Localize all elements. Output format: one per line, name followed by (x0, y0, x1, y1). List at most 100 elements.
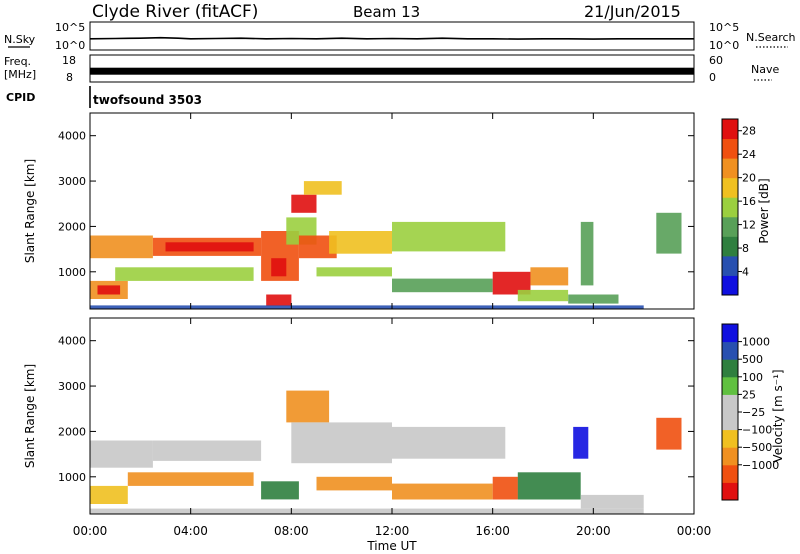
colorbar-tick-label: 24 (742, 148, 756, 161)
velocity-y-ticks: 1000 2000 3000 4000 (58, 335, 694, 484)
nsky-tick-high: 10^5 (55, 21, 85, 34)
scatter-region (517, 289, 569, 302)
colorbar-tick-label: 28 (742, 125, 756, 138)
scatter-region (316, 476, 392, 491)
colorbar-swatch (722, 412, 738, 431)
colorbar-tick-label: 20 (742, 172, 756, 185)
scatter-region (286, 390, 330, 423)
colorbar-swatch (722, 216, 738, 237)
colorbar-swatch (722, 177, 738, 198)
y-tick-label: 2000 (58, 425, 86, 438)
colorbar-swatch (722, 158, 738, 179)
power-heatmap (90, 181, 682, 309)
scatter-region (316, 267, 392, 277)
colorbar-swatch (722, 429, 738, 448)
scatter-region (580, 221, 594, 286)
scatter-region (656, 212, 682, 254)
colorbar-swatch (722, 275, 738, 296)
scatter-region (530, 267, 569, 286)
beam-label: Beam 13 (353, 3, 420, 21)
x-axis-label: Time UT (366, 539, 417, 553)
scatter-region (392, 483, 493, 500)
x-tick-label: 00:00 (73, 524, 108, 538)
velocity-y-axis-label: Slant Range [km] (23, 364, 37, 468)
scatter-region (656, 417, 682, 450)
colorbar-swatch (722, 359, 738, 378)
nsearch-tick-low: 10^0 (709, 39, 739, 52)
scatter-region (90, 440, 153, 468)
velocity-colorbar-label: Velocity [m s⁻¹] (771, 369, 785, 462)
nsky-tick-low: 10^0 (55, 39, 85, 52)
velocity-heatmap (90, 390, 682, 514)
colorbar-swatch (722, 376, 738, 395)
scatter-region (580, 494, 644, 509)
colorbar-swatch (722, 255, 738, 276)
y-tick-label: 3000 (58, 380, 86, 393)
scatter-region (90, 508, 644, 514)
colorbar-swatch (722, 394, 738, 413)
velocity-colorbar: 1000 500 100 25 −25 −100 −500 −1000 (721, 323, 779, 501)
power-y-ticks: 1000 2000 3000 4000 (58, 130, 694, 279)
nave-label: Nave (751, 63, 779, 76)
scatter-region (573, 426, 589, 459)
colorbar-tick-label: 16 (742, 195, 756, 208)
colorbar-tick-label: 500 (742, 353, 763, 366)
scatter-region (127, 472, 254, 486)
scatter-region (291, 422, 392, 464)
colorbar-tick-label: 1000 (742, 336, 770, 349)
x-tick-label: 16:00 (475, 524, 510, 538)
x-tick-label: 08:00 (274, 524, 309, 538)
colorbar-swatch (722, 324, 738, 343)
scatter-region (392, 221, 506, 252)
colorbar-swatch (722, 482, 738, 501)
x-axis-ticks: 00:00 04:00 08:00 12:00 16:00 20:00 00:00 (73, 113, 711, 538)
scatter-region (492, 476, 518, 500)
freq-label-line1: Freq. (4, 55, 31, 68)
colorbar-tick-label: −100 (742, 424, 772, 437)
x-tick-label: 12:00 (375, 524, 410, 538)
scatter-region (90, 305, 644, 309)
freq-series-band (90, 67, 694, 75)
scatter-region (97, 285, 121, 295)
freq-tick-high: 18 (62, 54, 76, 67)
scatter-region (392, 278, 493, 293)
nsearch-label: N.Search (746, 31, 796, 44)
colorbar-frame (721, 118, 739, 296)
scatter-region (90, 485, 128, 504)
colorbar-swatch (722, 464, 738, 483)
scatter-region (329, 231, 392, 254)
scatter-region (266, 294, 292, 306)
freq-tick-low: 8 (66, 71, 73, 84)
radar-title: Clyde River (fitACF) (92, 2, 258, 22)
colorbar-tick-label: 12 (742, 219, 756, 232)
colorbar-tick-label: 25 (742, 388, 756, 401)
nsky-label: N.Sky (4, 33, 36, 46)
power-colorbar: 4 8 12 16 20 24 28 (721, 118, 756, 296)
scatter-region (568, 294, 619, 304)
colorbar-swatch (722, 138, 738, 159)
scatter-region (291, 194, 317, 213)
colorbar-tick-label: −500 (742, 441, 772, 454)
freq-label-line2: [MHz] (4, 68, 36, 81)
x-tick-label: 20:00 (576, 524, 611, 538)
power-colorbar-label: Power [dB] (757, 178, 771, 243)
y-tick-label: 4000 (58, 335, 86, 348)
colorbar-tick-label: 100 (742, 371, 763, 384)
y-tick-label: 2000 (58, 220, 86, 233)
y-tick-label: 1000 (58, 266, 86, 279)
scatter-region (90, 235, 153, 259)
y-tick-label: 3000 (58, 175, 86, 188)
cpid-value: twofsound 3503 (93, 93, 202, 107)
scatter-region (152, 440, 262, 461)
x-tick-label: 04:00 (173, 524, 208, 538)
colorbar-swatch (722, 236, 738, 257)
colorbar-tick-label: −1000 (742, 459, 779, 472)
nsky-series-line (89, 36, 694, 40)
scatter-region (492, 271, 531, 295)
nave-tick-low: 0 (709, 71, 716, 84)
date-label: 21/Jun/2015 (584, 2, 681, 21)
colorbar-tick-label: 4 (742, 266, 749, 279)
scatter-region (165, 242, 254, 252)
scatter-region (392, 426, 506, 459)
nsearch-tick-high: 10^5 (709, 21, 739, 34)
